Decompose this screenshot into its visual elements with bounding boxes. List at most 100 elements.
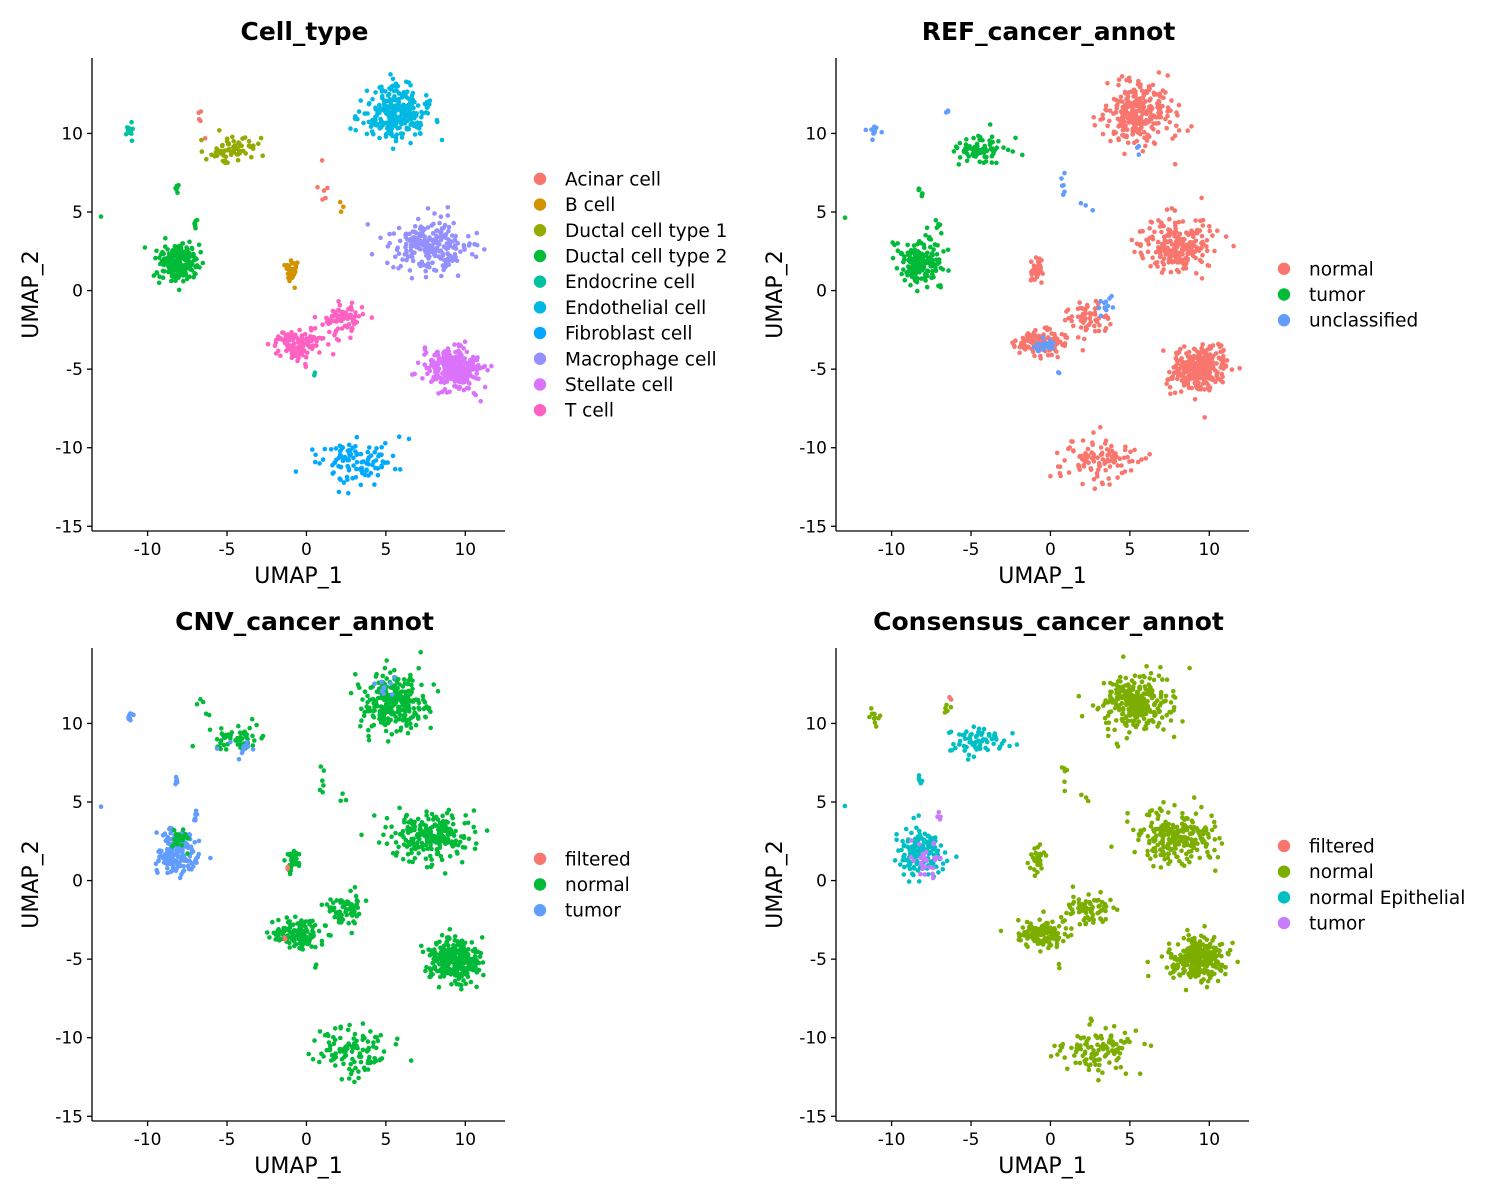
scatter-point	[1103, 313, 1109, 319]
scatter-point	[1153, 261, 1158, 266]
scatter-point	[174, 851, 179, 857]
scatter-point	[180, 856, 186, 862]
scatter-point	[1140, 228, 1145, 234]
scatter-point	[982, 143, 987, 149]
x-tick-label: 10	[454, 1130, 476, 1150]
scatter-point	[1164, 207, 1170, 212]
scatter-point	[1176, 350, 1181, 356]
scatter-point	[356, 109, 362, 114]
scatter-point	[336, 489, 342, 495]
scatter-point	[1112, 459, 1118, 464]
scatter-point	[1204, 244, 1209, 249]
scatter-point	[1187, 665, 1192, 671]
scatter-point	[412, 250, 417, 255]
scatter-point	[444, 241, 450, 246]
scatter-point	[167, 855, 172, 861]
scatter-point	[440, 377, 445, 382]
scatter-point	[1052, 336, 1057, 341]
scatter-point	[1119, 470, 1125, 476]
scatter-point	[478, 398, 484, 404]
scatter-point	[455, 960, 460, 965]
scatter-point	[1109, 844, 1114, 849]
scatter-point	[1098, 117, 1103, 122]
scatter-point	[1038, 356, 1043, 361]
scatter-point	[398, 725, 404, 731]
scatter-point	[301, 932, 307, 937]
scatter-point	[1150, 234, 1155, 239]
scatter-point	[324, 315, 329, 321]
scatter-point	[299, 923, 305, 928]
scatter-point	[404, 125, 410, 131]
scatter-point	[388, 101, 394, 107]
scatter-point	[1202, 373, 1207, 378]
scatter-point	[368, 1060, 373, 1066]
scatter-point	[275, 932, 281, 937]
scatter-point	[447, 826, 453, 832]
scatter-point	[343, 797, 349, 803]
scatter-point	[397, 805, 402, 811]
scatter-point	[282, 858, 287, 863]
scatter-point	[1169, 242, 1175, 247]
scatter-point	[433, 268, 439, 273]
scatter-point	[426, 705, 432, 711]
scatter-point	[438, 853, 444, 859]
scatter-point	[1161, 727, 1166, 732]
scatter-point	[187, 261, 192, 266]
scatter-point	[1147, 686, 1153, 691]
scatter-point	[411, 841, 417, 847]
scatter-point	[462, 339, 468, 345]
scatter-point	[439, 389, 445, 395]
scatter-point	[339, 1077, 345, 1082]
scatter-point	[358, 1059, 364, 1065]
scatter-point	[169, 278, 174, 284]
scatter-point	[1096, 328, 1102, 334]
scatter-point	[463, 981, 469, 987]
y-tick-label: 5	[816, 203, 827, 223]
scatter-point	[419, 682, 424, 688]
scatter-point	[1210, 233, 1215, 238]
scatter-point	[402, 819, 407, 825]
scatter-point	[391, 264, 396, 270]
scatter-point	[456, 353, 461, 359]
scatter-point	[1219, 841, 1225, 846]
scatter-point	[1062, 332, 1068, 338]
scatter-point	[1182, 344, 1187, 349]
scatter-point	[427, 853, 433, 859]
scatter-point	[1179, 848, 1184, 854]
scatter-point	[1181, 379, 1186, 385]
scatter-point	[336, 338, 342, 343]
scatter-point	[328, 897, 333, 902]
scatter-point	[185, 836, 191, 841]
scatter-point	[1106, 476, 1111, 481]
scatter-point	[396, 251, 402, 256]
scatter-point	[1167, 384, 1173, 390]
scatter-point	[326, 1040, 332, 1045]
scatter-point	[1220, 360, 1226, 365]
scatter-point	[1017, 344, 1023, 350]
scatter-point	[1169, 206, 1175, 211]
scatter-point	[1166, 837, 1172, 842]
scatter-point	[431, 682, 437, 687]
scatter-point	[1117, 99, 1123, 104]
scatter-point	[431, 374, 436, 380]
scatter-point	[191, 274, 196, 280]
scatter-point	[920, 191, 925, 196]
scatter-point	[1152, 713, 1157, 718]
scatter-point	[446, 935, 451, 940]
scatter-point	[389, 711, 395, 717]
scatter-point	[444, 952, 450, 958]
scatter-point	[1111, 96, 1117, 102]
scatter-point	[451, 361, 457, 366]
scatter-point	[1076, 693, 1082, 699]
scatter-point	[435, 957, 440, 962]
scatter-point	[1158, 253, 1163, 259]
scatter-point	[322, 923, 328, 928]
scatter-point	[1192, 366, 1197, 371]
scatter-point	[226, 734, 232, 739]
scatter-point	[475, 355, 480, 360]
scatter-point	[360, 1021, 366, 1026]
panel-4: Consensus_cancer_annot-10 -5 0 5 10-15-10-50…	[763, 607, 1465, 1179]
scatter-point	[338, 209, 344, 214]
scatter-point	[179, 842, 185, 848]
scatter-point	[1143, 726, 1149, 731]
